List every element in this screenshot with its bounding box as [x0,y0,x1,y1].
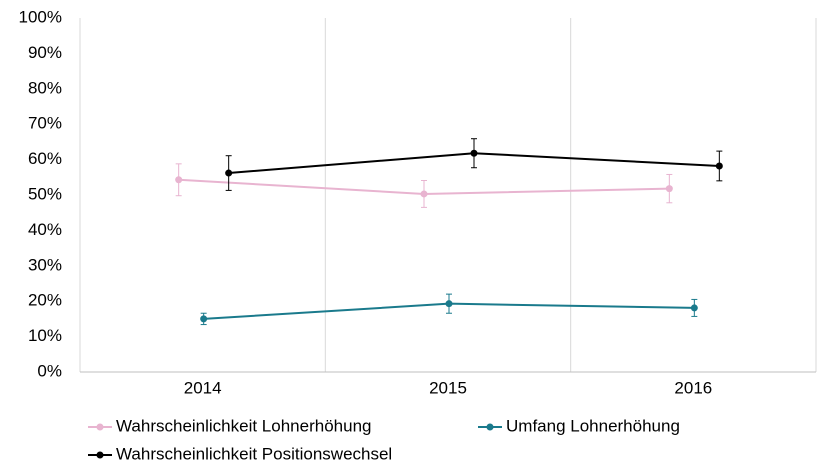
y-tick-label: 80% [28,78,62,97]
point [175,176,183,184]
legend-dot [486,423,494,431]
y-tick-label: 10% [28,326,62,345]
y-tick-label: 30% [28,255,62,274]
point [470,149,478,157]
point [225,169,233,177]
legend-label: Wahrscheinlichkeit Lohnerhöhung [116,416,371,435]
y-tick-label: 20% [28,291,62,310]
point [690,304,698,312]
y-tick-label: 90% [28,43,62,62]
x-tick-label: 2016 [674,378,712,397]
point [445,300,453,308]
legend-label: Wahrscheinlichkeit Positionswechsel [116,444,392,463]
y-tick-label: 70% [28,114,62,133]
x-tick-label: 2015 [429,378,467,397]
y-tick-label: 40% [28,220,62,239]
point [715,162,723,170]
point [200,315,208,323]
legend-dot [96,451,104,459]
legend-label: Umfang Lohnerhöhung [506,416,680,435]
x-tick-label: 2014 [184,378,222,397]
point [665,185,673,193]
point [420,190,428,198]
legend-dot [96,423,104,431]
y-tick-label: 60% [28,149,62,168]
y-tick-label: 100% [19,7,62,26]
y-tick-label: 50% [28,184,62,203]
y-tick-label: 0% [37,361,62,380]
